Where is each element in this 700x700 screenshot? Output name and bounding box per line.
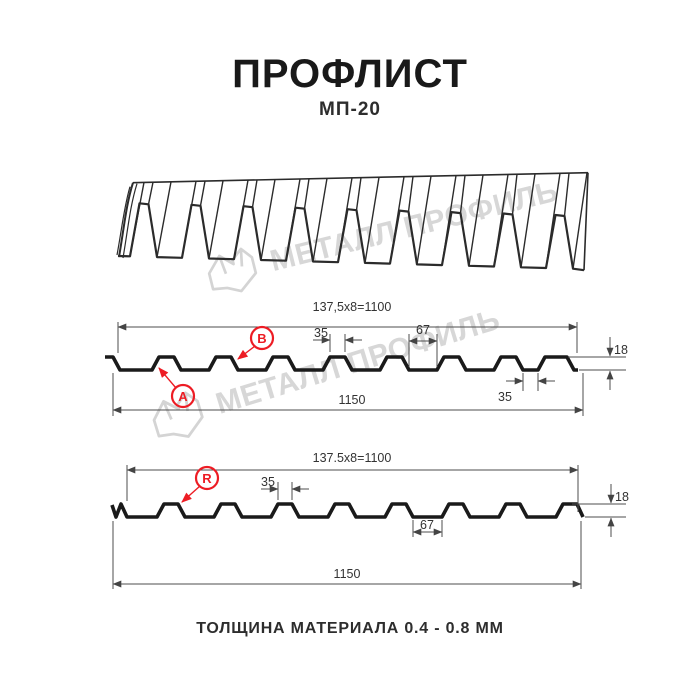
dim-pitch: 137,5x8=1100 (117, 300, 578, 353)
dim-total-value: 1150 (334, 567, 361, 581)
dim-valley: 67 (408, 323, 438, 367)
profile-1-drawing: 137,5x8=1100 35 67 (105, 300, 628, 416)
dim-crest: 35 (261, 475, 309, 500)
sheet-3d-view (116, 171, 589, 272)
label-r: R (181, 465, 220, 503)
label-b-letter: В (257, 331, 266, 346)
dim-height: 18 (572, 484, 629, 537)
footer-note: ТОЛЩИНА МАТЕРИАЛА 0.4 - 0.8 ММ (196, 620, 504, 637)
dim-pitch-value: 137,5x8=1100 (313, 300, 392, 314)
dim-valley-value: 67 (420, 518, 434, 532)
dim-total-value: 1150 (339, 393, 366, 407)
dim-edge-groove: 35 (498, 373, 555, 404)
label-a-letter: А (178, 389, 188, 404)
page-subtitle: МП-20 (319, 99, 381, 120)
dim-height-value: 18 (615, 490, 629, 504)
dim-pitch-value: 137.5x8=1100 (313, 451, 392, 465)
dim-crest-value: 35 (261, 475, 275, 489)
page-title: ПРОФЛИСТ (232, 52, 468, 96)
dim-valley-value: 67 (416, 323, 430, 337)
dim-height: 18 (568, 337, 628, 390)
dim-height-value: 18 (614, 343, 628, 357)
profile-2-drawing: 137.5x8=1100 35 67 (110, 451, 629, 589)
label-b: В (237, 325, 275, 360)
dim-crest: 35 (313, 326, 362, 352)
dim-crest-value: 35 (314, 326, 328, 340)
dim-edge-value: 35 (498, 390, 512, 404)
label-a: А (158, 367, 196, 409)
dim-total-width: 1150 (112, 521, 582, 589)
label-r-letter: R (202, 471, 212, 486)
profile-cross-section (110, 502, 585, 519)
profile-cross-section (105, 355, 578, 372)
dim-pitch: 137.5x8=1100 (126, 451, 579, 512)
dim-valley: 67 (412, 518, 443, 537)
